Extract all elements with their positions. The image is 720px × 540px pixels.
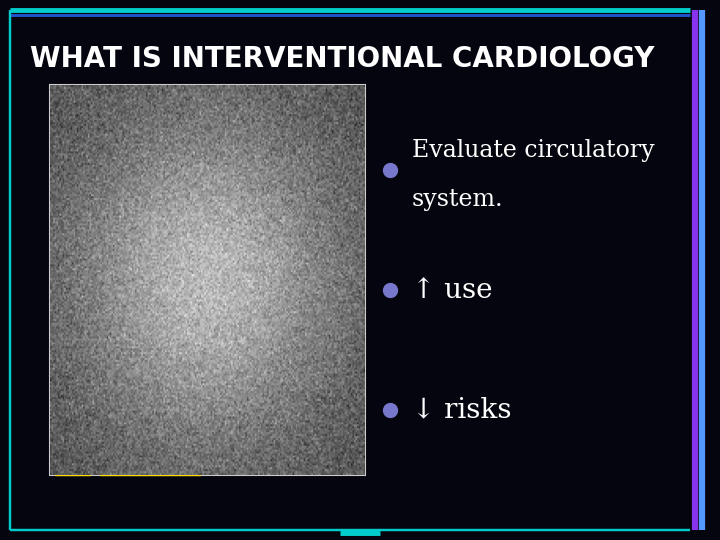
Text: WHAT IS INTERVENTIONAL CARDIOLOGY: WHAT IS INTERVENTIONAL CARDIOLOGY [30, 45, 654, 73]
Polygon shape [60, 365, 95, 380]
Polygon shape [55, 340, 70, 410]
Polygon shape [80, 450, 130, 465]
FancyBboxPatch shape [50, 85, 365, 475]
Text: ↑ use: ↑ use [412, 276, 492, 303]
Text: ↓ risks: ↓ risks [412, 396, 511, 423]
Polygon shape [55, 410, 90, 475]
Text: system.: system. [412, 188, 503, 211]
Text: Evaluate circulatory: Evaluate circulatory [412, 139, 654, 162]
Polygon shape [150, 410, 220, 425]
Polygon shape [130, 425, 170, 440]
Polygon shape [100, 460, 200, 475]
